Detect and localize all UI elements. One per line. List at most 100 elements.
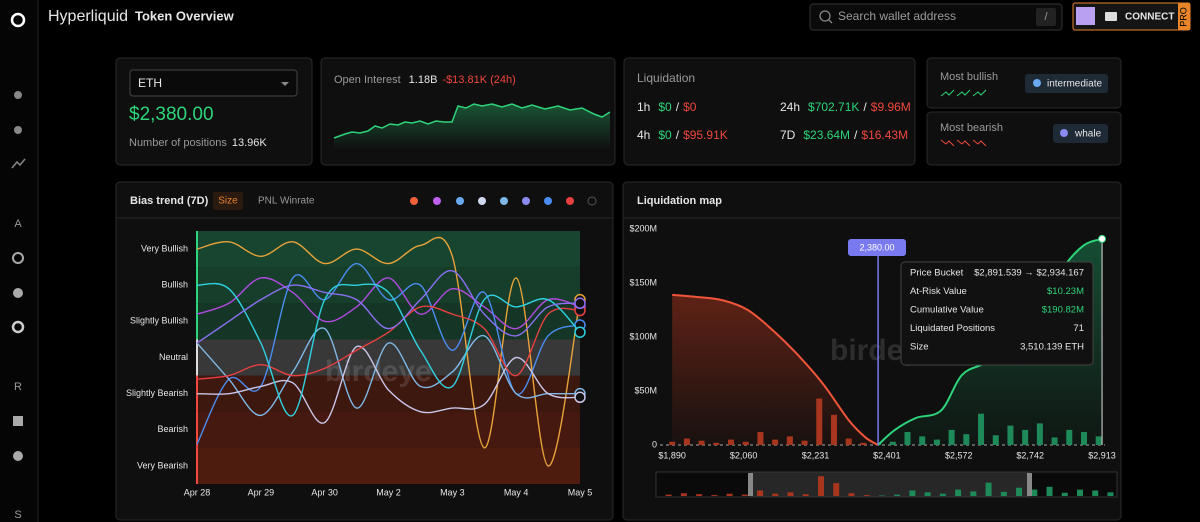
bias-line bbox=[196, 277, 581, 330]
navigator-bar bbox=[772, 493, 779, 496]
nav-icon[interactable] bbox=[14, 126, 22, 134]
bias-band bbox=[197, 303, 580, 340]
liquidation-bar bbox=[933, 439, 940, 445]
oi-value: 1.18B bbox=[409, 74, 438, 86]
liquidation-bar bbox=[772, 439, 779, 445]
cumulative-area bbox=[672, 294, 879, 445]
navigator-bar bbox=[985, 482, 992, 496]
liqmap-title: Liquidation map bbox=[637, 195, 722, 207]
navigator-bar bbox=[665, 494, 672, 496]
nav-icon[interactable] bbox=[13, 288, 23, 298]
wallet-avatar bbox=[1076, 7, 1095, 25]
x-tick-label: $2,913 bbox=[1088, 450, 1116, 460]
tooltip-value: 71 bbox=[1073, 323, 1084, 334]
bullish-badge-label: intermediate bbox=[1047, 79, 1102, 90]
liquidation-bar bbox=[742, 441, 749, 445]
bias-line bbox=[196, 282, 581, 417]
sidebar: A R S bbox=[0, 0, 39, 522]
tier-icon[interactable] bbox=[500, 197, 508, 205]
tab[interactable]: Winrate bbox=[280, 196, 315, 207]
search-box[interactable] bbox=[809, 3, 1063, 31]
tier-icon[interactable] bbox=[544, 197, 552, 205]
nav-icon[interactable] bbox=[13, 416, 23, 426]
x-tick-label: May 4 bbox=[504, 487, 529, 497]
liquidation-bar bbox=[830, 414, 837, 445]
cumulative-area bbox=[878, 238, 1103, 445]
y-tick-label: $200M bbox=[629, 223, 657, 233]
sidebar-bg bbox=[0, 0, 38, 522]
nav-icon[interactable] bbox=[13, 451, 23, 461]
liquidation-bar bbox=[948, 429, 955, 445]
logo[interactable] bbox=[10, 12, 26, 28]
tier-icon[interactable] bbox=[478, 197, 486, 205]
navigator-bar bbox=[696, 494, 703, 496]
tier-icon[interactable] bbox=[410, 197, 418, 205]
x-tick-label: May 3 bbox=[440, 487, 465, 497]
navigator-bar bbox=[1076, 489, 1083, 496]
nav-section: S bbox=[14, 509, 21, 521]
tier-icon[interactable] bbox=[433, 197, 441, 205]
brand[interactable]: Hyperliquid bbox=[48, 8, 128, 25]
x-tick-label: $2,742 bbox=[1016, 450, 1044, 460]
token-symbol: ETH bbox=[138, 76, 162, 90]
cumulative-line bbox=[672, 293, 879, 446]
long-value: $23.64M bbox=[803, 128, 850, 142]
connect-label[interactable]: CONNECT bbox=[1125, 12, 1174, 23]
navigator-bar bbox=[894, 494, 901, 496]
y-tick-label: $150M bbox=[629, 277, 657, 287]
liquidation-bar bbox=[1066, 429, 1073, 445]
positions-label: Number of positions bbox=[129, 137, 227, 149]
oi-sparkline bbox=[333, 103, 611, 139]
nav-icon[interactable] bbox=[11, 158, 26, 169]
y-tick-label: Neutral bbox=[159, 352, 188, 362]
tier-icon[interactable] bbox=[456, 197, 464, 205]
liquidation-bar bbox=[889, 441, 896, 445]
liquidation-bar bbox=[1051, 437, 1058, 445]
liqmap-chart: 0 $50M $100M $150M $200M $1,890 $2,060 $2,231 $2… bbox=[629, 223, 1118, 498]
tier-icon[interactable] bbox=[587, 196, 597, 206]
short-value: $95.91K bbox=[683, 128, 728, 142]
x-tick-label: Apr 30 bbox=[311, 487, 338, 497]
tier-icon[interactable] bbox=[522, 197, 530, 205]
long-value: $702.71K bbox=[808, 100, 859, 114]
x-tick-label: Apr 28 bbox=[184, 487, 211, 497]
price-marker-label: 2,380.00 bbox=[859, 242, 894, 252]
bullish-label: Most bullish bbox=[940, 71, 998, 83]
liquidation-title: Liquidation bbox=[637, 71, 695, 85]
x-tick-label: $2,401 bbox=[873, 450, 901, 460]
x-tick-label: May 5 bbox=[568, 487, 593, 497]
nav-icon[interactable] bbox=[11, 320, 25, 334]
navigator-bar bbox=[757, 490, 764, 496]
tooltip-label: Size bbox=[910, 342, 928, 353]
bias-line bbox=[196, 270, 581, 344]
bias-line bbox=[196, 236, 581, 467]
navigator-window bbox=[750, 472, 1030, 497]
tab[interactable]: PNL bbox=[258, 196, 278, 207]
liquidation-bar bbox=[801, 440, 808, 445]
tooltip-value: 3,510.139 ETH bbox=[1020, 342, 1084, 353]
liquidation-row: 4h $0 /$95.91K bbox=[637, 128, 728, 142]
liquidation-bar bbox=[669, 441, 676, 445]
liquidation-bar bbox=[919, 436, 926, 445]
period: 7D bbox=[780, 128, 796, 142]
liquidation-bar bbox=[904, 432, 911, 445]
bearish-badge-label: whale bbox=[1074, 129, 1102, 140]
tier-icon[interactable] bbox=[566, 197, 574, 205]
nav-icon[interactable] bbox=[12, 252, 24, 264]
tooltip-value: $10.23M bbox=[1047, 286, 1084, 297]
shortcut-key bbox=[1036, 8, 1056, 26]
liquidation-bar bbox=[1080, 432, 1087, 445]
navigator-bar bbox=[802, 494, 809, 496]
liquidation-bar bbox=[992, 435, 999, 445]
bias-line bbox=[196, 305, 581, 380]
separator: / bbox=[676, 100, 680, 114]
nav-icon[interactable] bbox=[14, 91, 22, 99]
separator: / bbox=[676, 128, 680, 142]
x-tick-label: $2,572 bbox=[945, 450, 973, 460]
long-value: $0 bbox=[658, 100, 672, 114]
tab-active[interactable] bbox=[213, 192, 243, 210]
token-select[interactable] bbox=[129, 69, 298, 97]
tab[interactable]: Size bbox=[218, 196, 238, 207]
